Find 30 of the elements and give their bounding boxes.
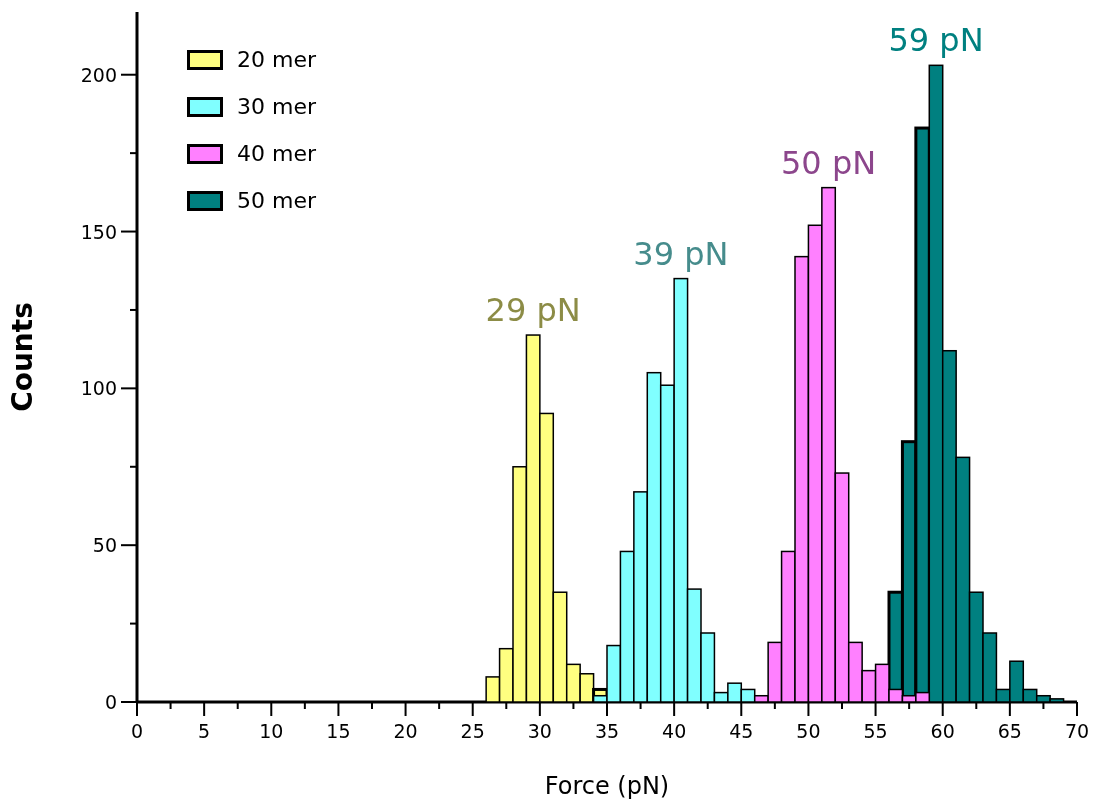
x-tick-label: 40 (662, 720, 687, 742)
annotation: 29 pN (485, 291, 581, 330)
y-tick-label: 100 (80, 377, 117, 400)
legend-label: 50 mer (237, 188, 316, 213)
annotation: 59 pN (888, 21, 984, 60)
x-tick-label: 20 (393, 720, 418, 742)
x-tick-label: 50 (796, 720, 821, 742)
y-tick-label: 50 (92, 534, 117, 557)
x-tick-label: 55 (863, 720, 888, 742)
annotation: 39 pN (633, 234, 729, 273)
x-tick-label: 10 (259, 720, 284, 742)
x-tick-label: 15 (326, 720, 351, 742)
annotation: 50 pN (781, 143, 877, 182)
y-tick-label: 150 (80, 220, 117, 243)
x-tick-label: 60 (930, 720, 955, 742)
y-axis-title: Counts (5, 302, 39, 412)
x-tick-label: 45 (729, 720, 754, 742)
y-tick-label: 0 (104, 691, 117, 713)
x-tick-label: 0 (130, 720, 144, 742)
x-axis-title: Force (pN) (544, 772, 670, 800)
x-tick-label: 5 (198, 720, 211, 742)
x-tick-label: 65 (997, 720, 1022, 742)
x-tick-label: 70 (1064, 720, 1090, 742)
y-tick-label: 200 (80, 63, 117, 86)
legend-label: 40 mer (237, 141, 316, 166)
x-tick-label: 30 (527, 720, 552, 742)
x-tick-label: 35 (594, 720, 620, 742)
legend-label: 20 mer (237, 47, 316, 72)
legend-label: 30 mer (237, 94, 316, 119)
x-tick-label: 25 (460, 720, 485, 742)
